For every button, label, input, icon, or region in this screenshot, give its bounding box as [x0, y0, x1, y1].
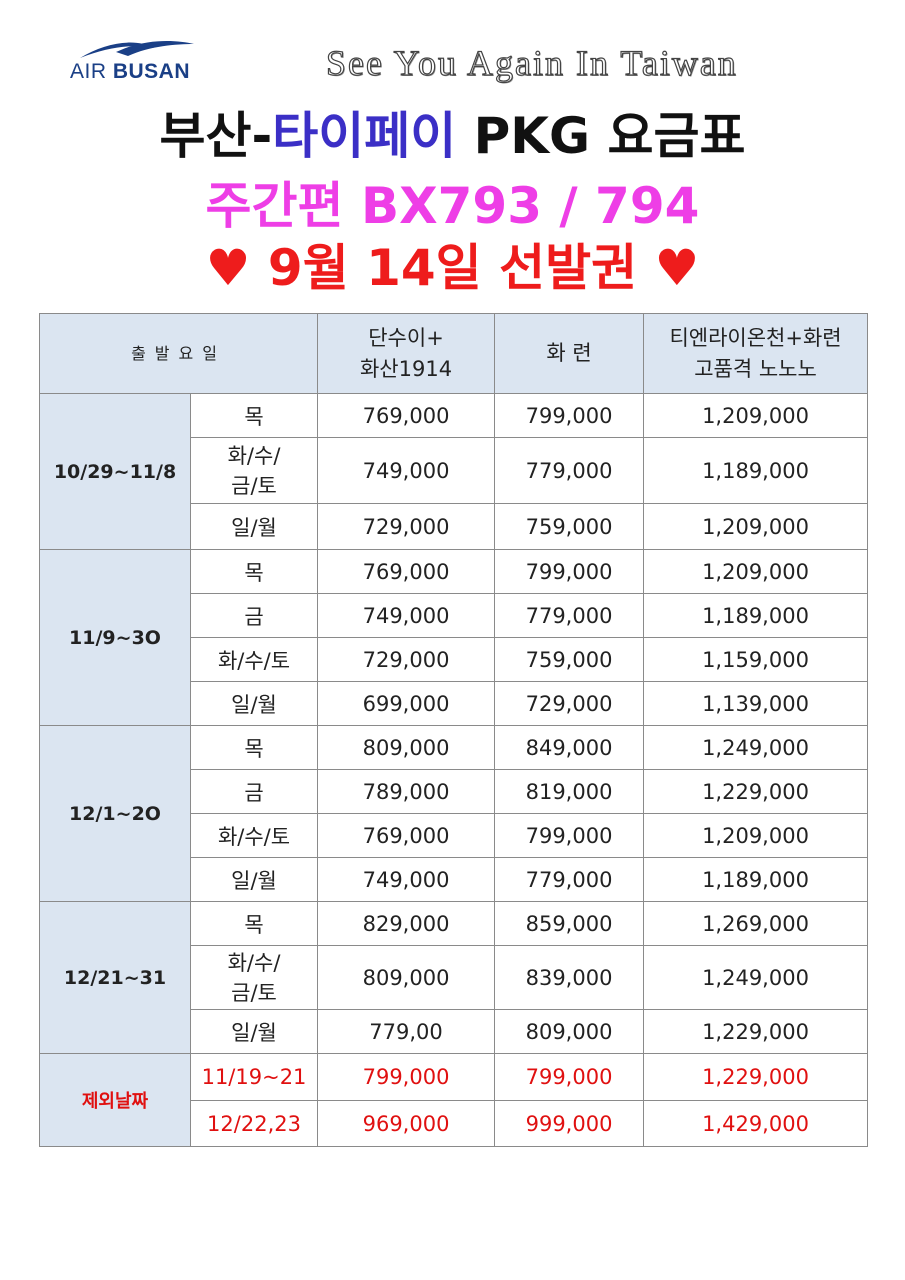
price-cell: 809,000 [317, 725, 496, 770]
day-cell: 목 [189, 393, 319, 438]
day-cell: 목 [189, 725, 319, 770]
day-cell: 일/월 [189, 857, 319, 902]
price-cell: 779,00 [317, 1009, 496, 1054]
table-row: 11/9~3O 목 769,000 799,000 1,209,000 [39, 549, 869, 726]
price-cell: 1,189,000 [643, 857, 869, 902]
period-cell: 12/1~2O [39, 725, 191, 902]
price-cell: 749,000 [317, 437, 496, 504]
price-cell: 769,000 [317, 813, 496, 858]
table-row: 화/수/금/토 749,000 779,000 1,189,000 [40, 437, 869, 504]
price-cell: 799,000 [494, 813, 645, 858]
price-cell: 1,249,000 [643, 945, 869, 1010]
fare-table: 출발요일 단수이+ 화산1914 화 련 티엔라이온천+화련 고품격 노노노 10/… [38, 313, 869, 1147]
header-col3: 티엔라이온천+화련 고품격 노노노 [643, 313, 869, 394]
price-cell: 799,000 [317, 1053, 496, 1101]
price-cell: 1,139,000 [643, 681, 869, 726]
table-row: 일/월 729,000 759,000 1,209,000 [40, 503, 869, 550]
price-cell: 1,229,000 [643, 769, 869, 814]
price-cell: 779,000 [494, 593, 645, 638]
table-header-row: 출발요일 단수이+ 화산1914 화 련 티엔라이온천+화련 고품격 노노노 [38, 313, 869, 394]
price-cell: 809,000 [317, 945, 496, 1010]
price-cell: 999,000 [494, 1100, 645, 1147]
price-cell: 1,209,000 [643, 503, 869, 550]
price-cell: 819,000 [494, 769, 645, 814]
air-busan-logo: AIR BUSAN [70, 38, 200, 88]
price-cell: 729,000 [317, 503, 496, 550]
day-cell: 화/수/토 [189, 637, 319, 682]
logo-text: AIR BUSAN [70, 60, 191, 83]
table-row: 12/21~31 목 829,000 859,000 1,269,000 [39, 901, 869, 1054]
price-cell: 699,000 [317, 681, 496, 726]
price-cell: 799,000 [494, 393, 645, 438]
header-col2: 화 련 [494, 313, 645, 394]
price-cell: 749,000 [317, 857, 496, 902]
title-route: 부산-타이페이 PKG 요금표 [159, 107, 746, 165]
header-day: 출발요일 [38, 313, 319, 394]
price-cell: 799,000 [494, 549, 645, 594]
price-cell: 1,429,000 [643, 1100, 869, 1147]
price-cell: 759,000 [494, 503, 645, 550]
price-cell: 799,000 [494, 1053, 645, 1101]
day-cell: 일/월 [189, 1009, 319, 1054]
price-cell: 769,000 [317, 393, 496, 438]
table-row: 일/월 779,00 809,000 1,229,000 [40, 1009, 869, 1054]
wing-icon [80, 41, 194, 58]
price-cell: 1,229,000 [643, 1009, 869, 1054]
price-cell: 969,000 [317, 1100, 496, 1147]
table-row: 금 789,000 819,000 1,229,000 [40, 769, 869, 814]
price-cell: 1,209,000 [643, 549, 869, 594]
price-cell: 849,000 [494, 725, 645, 770]
table-row: 12/1~2O 목 809,000 849,000 1,249,000 [39, 725, 869, 902]
period-cell: 12/21~31 [39, 901, 191, 1054]
day-cell: 금 [189, 593, 319, 638]
exception-date: 12/22,23 [189, 1100, 319, 1147]
price-cell: 779,000 [494, 857, 645, 902]
price-cell: 789,000 [317, 769, 496, 814]
table-row: 화/수/토 729,000 759,000 1,159,000 [40, 637, 869, 682]
price-cell: 1,209,000 [643, 393, 869, 438]
table-row: 화/수/토 769,000 799,000 1,209,000 [40, 813, 869, 858]
title-sale-date: ♥ 9월 14일 선발권 ♥ [205, 239, 700, 297]
exception-date: 11/19~21 [189, 1053, 319, 1101]
table-row-exception: 제외날짜 11/19~21 799,000 799,000 1,229,000 [39, 1053, 869, 1147]
price-cell: 729,000 [494, 681, 645, 726]
price-cell: 1,209,000 [643, 813, 869, 858]
day-cell: 금 [189, 769, 319, 814]
title-flight: 주간편 BX793 / 794 [205, 177, 700, 235]
price-cell: 859,000 [494, 901, 645, 946]
price-cell: 729,000 [317, 637, 496, 682]
day-cell: 화/수/금/토 [189, 437, 319, 504]
day-cell: 목 [189, 549, 319, 594]
price-cell: 1,249,000 [643, 725, 869, 770]
price-cell: 1,189,000 [643, 593, 869, 638]
price-cell: 1,269,000 [643, 901, 869, 946]
table-row: 일/월 699,000 729,000 1,139,000 [40, 681, 869, 726]
price-cell: 1,159,000 [643, 637, 869, 682]
exception-label: 제외날짜 [39, 1053, 191, 1147]
day-cell: 화/수/토 [189, 813, 319, 858]
price-cell: 749,000 [317, 593, 496, 638]
table-row: 금 749,000 779,000 1,189,000 [40, 593, 869, 638]
header-col1: 단수이+ 화산1914 [317, 313, 496, 394]
tagline: See You Again In Taiwan [325, 42, 738, 83]
day-cell: 일/월 [189, 681, 319, 726]
period-cell: 11/9~3O [39, 549, 191, 726]
price-cell: 769,000 [317, 549, 496, 594]
price-cell: 839,000 [494, 945, 645, 1010]
price-cell: 1,189,000 [643, 437, 869, 504]
day-cell: 일/월 [189, 503, 319, 550]
day-cell: 화/수/금/토 [189, 945, 319, 1010]
price-cell: 829,000 [317, 901, 496, 946]
period-cell: 10/29~11/8 [39, 393, 191, 550]
table-row: 화/수/금/토 809,000 839,000 1,249,000 [40, 945, 869, 1010]
price-cell: 809,000 [494, 1009, 645, 1054]
table-row: 10/29~11/8 목 769,000 799,000 1,209,000 [39, 393, 869, 550]
table-row: 일/월 749,000 779,000 1,189,000 [40, 857, 869, 902]
price-cell: 1,229,000 [643, 1053, 869, 1101]
price-cell: 779,000 [494, 437, 645, 504]
table-row-exception: 12/22,23 969,000 999,000 1,429,000 [40, 1100, 869, 1147]
day-cell: 목 [189, 901, 319, 946]
price-cell: 759,000 [494, 637, 645, 682]
